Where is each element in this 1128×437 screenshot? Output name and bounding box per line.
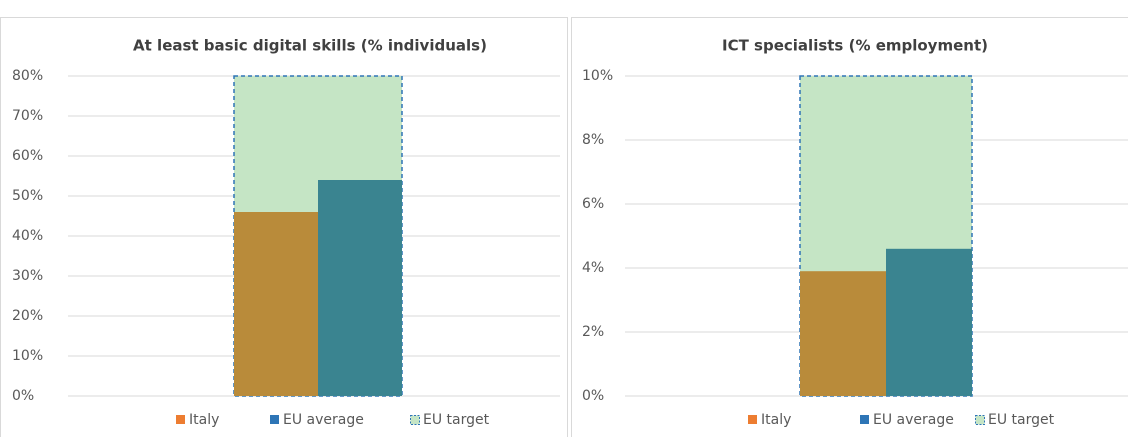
y-tick-label: 80% bbox=[12, 68, 43, 84]
legend-label: EU average bbox=[873, 412, 954, 428]
panel-border bbox=[571, 17, 1128, 437]
bar bbox=[318, 180, 402, 396]
y-tick-label: 60% bbox=[12, 148, 43, 164]
legend-swatch bbox=[748, 415, 757, 424]
legend-label: EU average bbox=[283, 412, 364, 428]
y-tick-label: 10% bbox=[12, 348, 43, 364]
bar bbox=[886, 248, 972, 396]
y-tick-label: 30% bbox=[12, 268, 43, 284]
chart-title: ICT specialists (% employment) bbox=[722, 37, 988, 55]
y-tick-label: 4% bbox=[582, 260, 604, 276]
y-tick-label: 70% bbox=[12, 108, 43, 124]
chart-title: At least basic digital skills (% individ… bbox=[133, 37, 487, 55]
legend-label: Italy bbox=[189, 412, 219, 428]
legend-label: Italy bbox=[761, 412, 791, 428]
y-tick-label: 10% bbox=[582, 68, 613, 84]
bar bbox=[234, 212, 318, 396]
y-tick-label: 20% bbox=[12, 308, 43, 324]
legend-swatch bbox=[410, 415, 420, 425]
legend-swatch bbox=[270, 415, 279, 424]
y-tick-label: 0% bbox=[12, 388, 34, 404]
bar bbox=[800, 271, 886, 396]
legend-label: EU target bbox=[988, 412, 1055, 428]
legend-swatch bbox=[975, 415, 985, 425]
y-tick-label: 2% bbox=[582, 324, 604, 340]
legend-swatch bbox=[176, 415, 185, 424]
legend-label: EU target bbox=[423, 412, 490, 428]
legend-swatch bbox=[860, 415, 869, 424]
y-tick-label: 8% bbox=[582, 132, 604, 148]
y-tick-label: 40% bbox=[12, 228, 43, 244]
panel-border bbox=[0, 17, 568, 437]
y-tick-label: 6% bbox=[582, 196, 604, 212]
y-tick-label: 50% bbox=[12, 188, 43, 204]
y-tick-label: 0% bbox=[582, 388, 604, 404]
